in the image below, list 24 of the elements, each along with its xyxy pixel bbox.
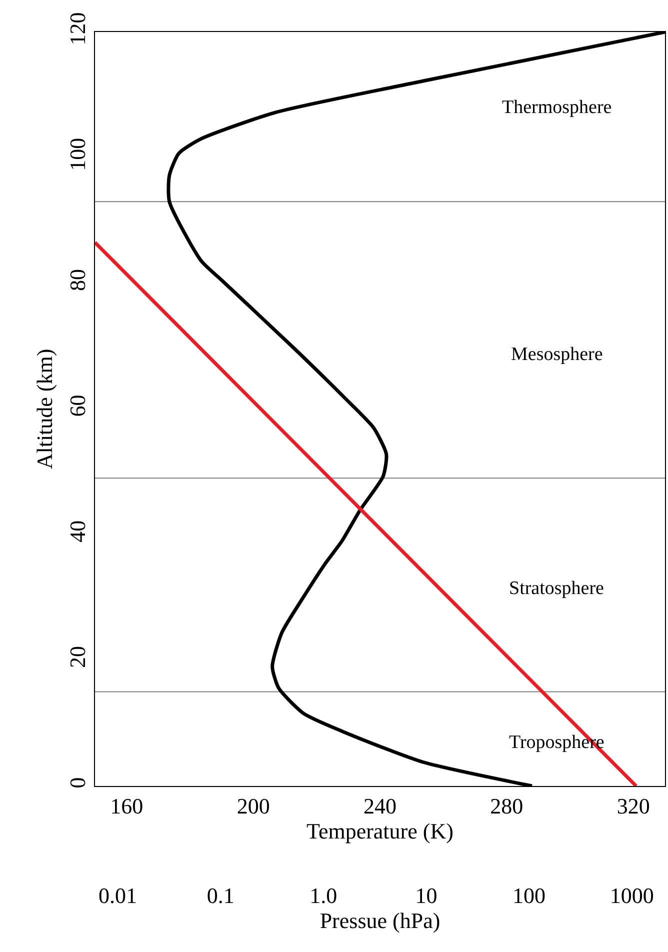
annotation: Stratosphere <box>509 578 604 599</box>
y-tick-label: 0 <box>65 777 90 788</box>
y-tick-label: 100 <box>65 138 90 171</box>
y-tick-label: 20 <box>65 646 90 668</box>
x-tick-label: 240 <box>364 793 396 818</box>
x2-tick-label: 1000 <box>610 883 654 908</box>
x2-tick-label: 100 <box>512 883 546 908</box>
x-tick-label: 320 <box>616 793 650 818</box>
x2-tick-label: 10 <box>415 883 438 908</box>
annotation: Thermosphere <box>502 97 612 118</box>
y-tick-label: 40 <box>65 520 90 542</box>
x-tick-label: 160 <box>110 793 144 818</box>
y-tick-label: 60 <box>65 394 90 417</box>
x2-tick-label: 0.1 <box>206 883 234 908</box>
x2-tick-label: 1.0 <box>310 883 338 908</box>
x2-tick-label: 0.01 <box>98 883 138 908</box>
y-axis-title: Altitude (km) <box>32 348 57 470</box>
x-tick-label: 280 <box>490 793 524 818</box>
x-axis-title: Temperature (K) <box>306 818 454 844</box>
x2-axis-title: Pressue (hPa) <box>320 908 440 933</box>
y-tick-label: 120 <box>65 12 90 46</box>
y-tick-label: 80 <box>65 269 90 292</box>
annotation: Mesosphere <box>511 344 603 365</box>
x-tick-label: 200 <box>236 793 270 818</box>
